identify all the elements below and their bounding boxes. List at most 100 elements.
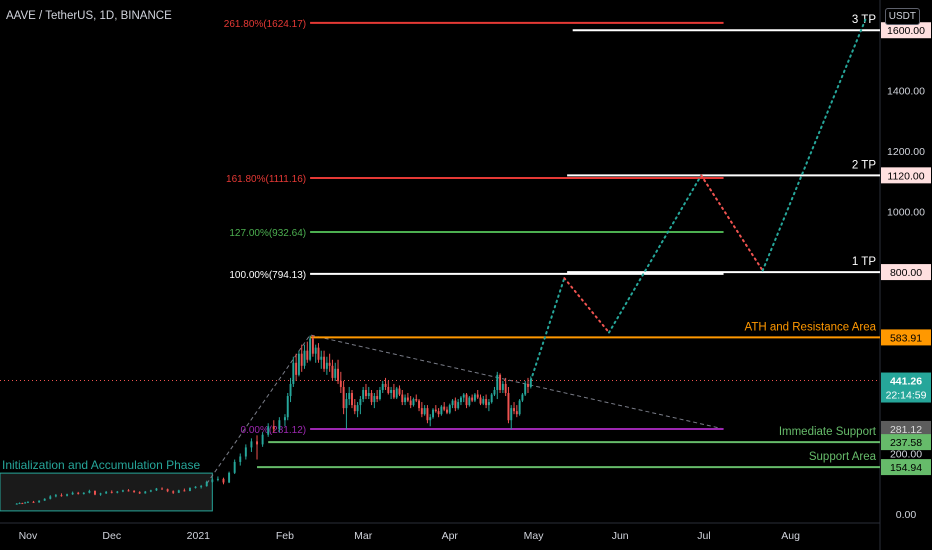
time-tick-label: Feb — [276, 530, 294, 542]
candle-body — [177, 490, 180, 493]
candle-body — [420, 408, 423, 415]
level-badge-bg — [881, 329, 931, 346]
candle-body — [406, 397, 409, 401]
candle-body — [267, 426, 270, 435]
candle-body — [18, 503, 21, 505]
candle-body — [82, 492, 85, 494]
candle-body — [457, 402, 460, 409]
candle-body — [323, 356, 326, 369]
candle-body — [473, 394, 476, 401]
candle-body — [297, 353, 300, 375]
candle-body — [415, 399, 418, 401]
candle-body — [110, 491, 113, 493]
accumulation-label: Initialization and Accumulation Phase — [2, 458, 200, 472]
level-badge: 583.91 — [890, 332, 922, 344]
candle-body — [331, 365, 334, 378]
candle-body — [211, 479, 214, 482]
candle-body — [356, 405, 359, 412]
candle-body — [116, 491, 119, 493]
candle-body — [222, 478, 225, 483]
price-tick-label: 0.00 — [896, 509, 917, 521]
time-tick-label: Jun — [612, 530, 629, 542]
candle-body — [451, 400, 454, 406]
candle-body — [205, 481, 208, 487]
candle-body — [292, 362, 295, 384]
time-tick-label: Apr — [442, 530, 459, 542]
candle-body — [317, 347, 320, 360]
time-tick-label: Jul — [697, 530, 710, 542]
price-tick-label: 1000.00 — [887, 207, 925, 219]
candle-body — [283, 417, 286, 421]
currency-button[interactable]: USDT — [884, 8, 920, 25]
candle-body — [476, 394, 479, 398]
candle-body — [429, 417, 432, 421]
candle-body — [244, 447, 247, 457]
candle-body — [378, 389, 381, 400]
candle-body — [373, 396, 376, 403]
candle-body — [468, 397, 471, 406]
candle-body — [15, 503, 18, 505]
candle-body — [26, 501, 29, 503]
candle-body — [66, 494, 69, 496]
candle-body — [311, 338, 314, 354]
candle-body — [133, 490, 136, 493]
candle-body — [437, 411, 440, 415]
candle-body — [289, 383, 292, 397]
candle-body — [348, 393, 351, 400]
candle-body — [60, 495, 63, 497]
candle-body — [21, 503, 24, 505]
candle-body — [306, 350, 309, 360]
time-tick-label: Mar — [354, 530, 373, 542]
candle-body — [337, 368, 340, 381]
projection-segment — [563, 277, 611, 334]
candle-body — [351, 393, 353, 406]
candle-body — [446, 409, 448, 413]
candle-body — [384, 383, 387, 387]
candle-body — [423, 408, 426, 415]
price-tick-label: 1400.00 — [887, 86, 925, 98]
candle-body — [121, 490, 124, 492]
candle-body — [94, 490, 96, 495]
target-label: 2 TP — [852, 159, 876, 171]
fib-level-label: 261.80%(1624.17) — [224, 19, 306, 30]
candle-body — [418, 400, 421, 409]
candle-body — [342, 386, 345, 409]
candle-body — [395, 388, 398, 398]
level-badge-bg — [881, 459, 931, 476]
candle-body — [459, 397, 462, 403]
candle-body — [99, 493, 102, 495]
candle-body — [426, 408, 429, 421]
candle-body — [493, 389, 496, 395]
candle-body — [359, 399, 362, 406]
candle-body — [278, 420, 281, 430]
candle-body — [518, 400, 521, 415]
candle-body — [507, 393, 510, 421]
candle-body — [521, 394, 524, 401]
candle-body — [183, 490, 186, 492]
candle-body — [155, 488, 158, 491]
candle-body — [334, 368, 337, 378]
candle-body — [440, 406, 443, 415]
candle-body — [499, 374, 502, 390]
candle-body — [24, 502, 27, 504]
candle-body — [465, 394, 468, 406]
candle-body — [309, 338, 312, 360]
candle-body — [256, 441, 258, 445]
candle-body — [314, 347, 317, 354]
candle-body — [390, 389, 393, 394]
candle-body — [43, 498, 46, 501]
candle-body — [127, 490, 130, 492]
candle-body — [496, 374, 499, 390]
current-price-badge: 441.26 — [890, 376, 922, 388]
level-label: Immediate Support — [779, 426, 877, 438]
candle-body — [482, 399, 485, 404]
candle-body — [529, 380, 532, 387]
candle-body — [105, 491, 108, 494]
candle-body — [490, 394, 493, 403]
candle-body — [485, 399, 488, 406]
level-badge: 237.58 — [890, 437, 922, 449]
time-tick-label: Aug — [781, 530, 800, 542]
candle-body — [172, 491, 175, 493]
candle-body — [443, 406, 446, 410]
